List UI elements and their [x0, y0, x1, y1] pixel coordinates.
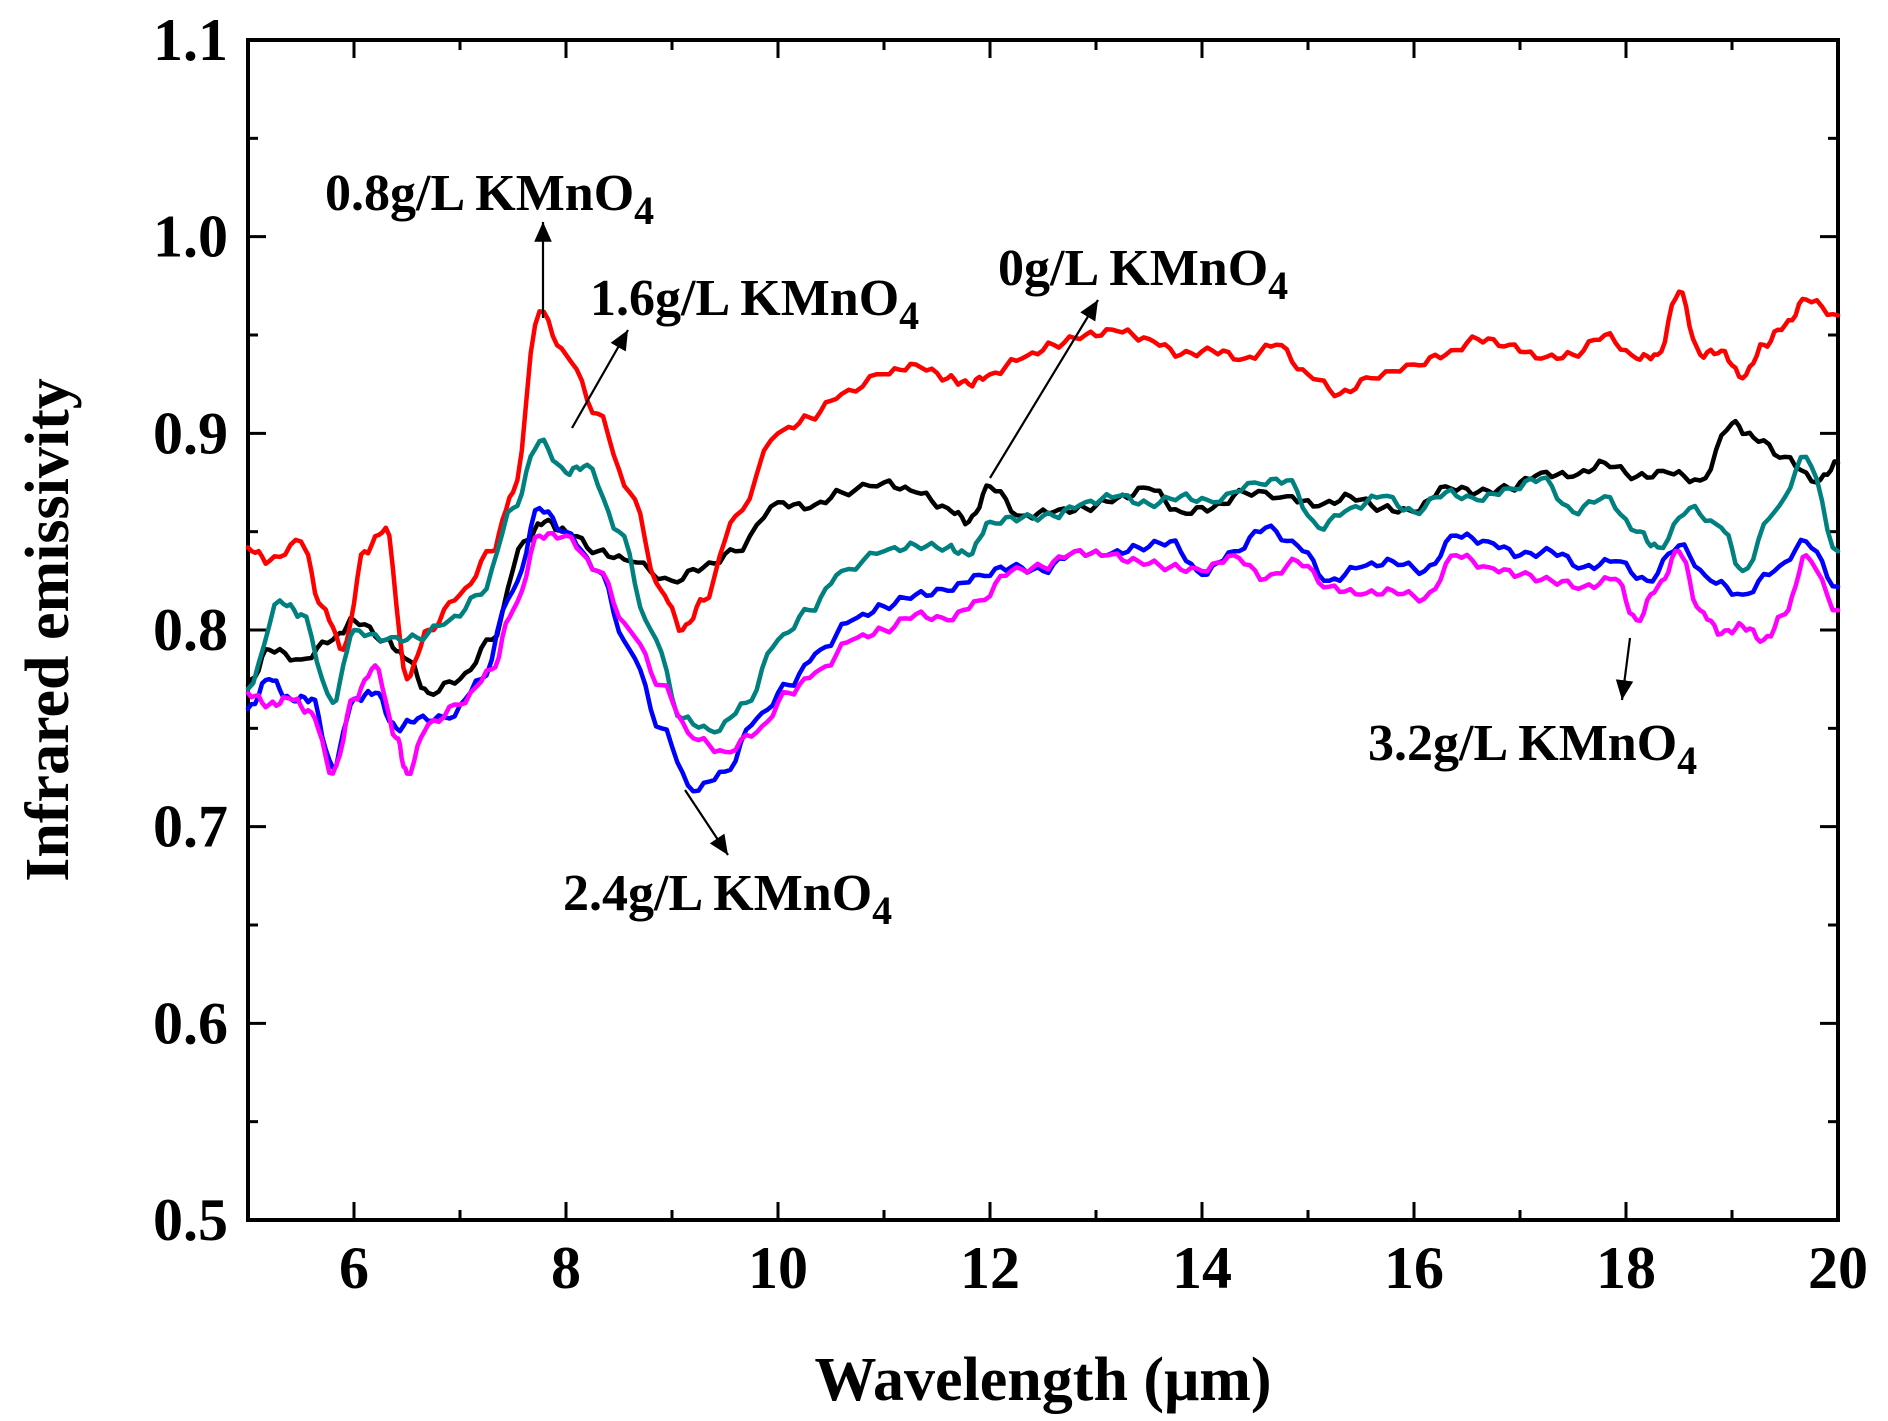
arrow-2-4 [684, 789, 729, 856]
y-axis-ticks: 0.5 0.6 0.7 0.8 0.9 1.0 1.1 [153, 7, 1838, 1253]
arrow-1-6 [571, 329, 629, 429]
x-axis-ticks: 6 8 10 12 14 16 18 20 [246, 40, 1868, 1301]
x-tick-label: 20 [1808, 1235, 1868, 1301]
series-line-0g-l-kmno4 [245, 418, 1841, 697]
annotation-label-1-6: 1.6g/L KMnO4 [590, 270, 919, 338]
x-tick-label: 6 [339, 1235, 369, 1301]
y-tick-label: 0.8 [153, 597, 228, 663]
y-tick-label: 1.1 [153, 7, 228, 73]
arrow-3-2 [1615, 637, 1634, 701]
x-tick-label: 12 [960, 1235, 1020, 1301]
x-tick-label: 8 [551, 1235, 581, 1301]
series-line-1-6g-l-kmno4 [245, 437, 1841, 735]
arrow-0 [989, 299, 1099, 479]
y-tick-label: 0.7 [153, 794, 228, 860]
x-tick-label: 14 [1172, 1235, 1232, 1301]
annotation-label-2-4: 2.4g/L KMnO4 [563, 865, 892, 933]
y-tick-label: 0.9 [153, 400, 228, 466]
x-tick-label: 18 [1596, 1235, 1656, 1301]
annotation-label-3-2: 3.2g/L KMnO4 [1368, 715, 1697, 783]
series-layer [245, 289, 1841, 794]
series-line-3-2g-l-kmno4 [245, 530, 1841, 777]
annotation-arrows [534, 222, 1634, 856]
series-line-0-8g-l-kmno4 [245, 289, 1841, 682]
annotation-label-0: 0g/L KMnO4 [998, 240, 1288, 308]
x-axis-title: Wavelength (μm) [814, 1346, 1271, 1414]
x-tick-label: 10 [748, 1235, 808, 1301]
x-tick-label: 16 [1384, 1235, 1444, 1301]
y-tick-label: 1.0 [153, 204, 228, 270]
y-axis-title: Infrared emissivity [14, 378, 82, 881]
y-tick-label: 0.5 [153, 1187, 228, 1253]
annotation-label-0-8: 0.8g/L KMnO4 [325, 165, 654, 233]
y-tick-label: 0.6 [153, 990, 228, 1056]
